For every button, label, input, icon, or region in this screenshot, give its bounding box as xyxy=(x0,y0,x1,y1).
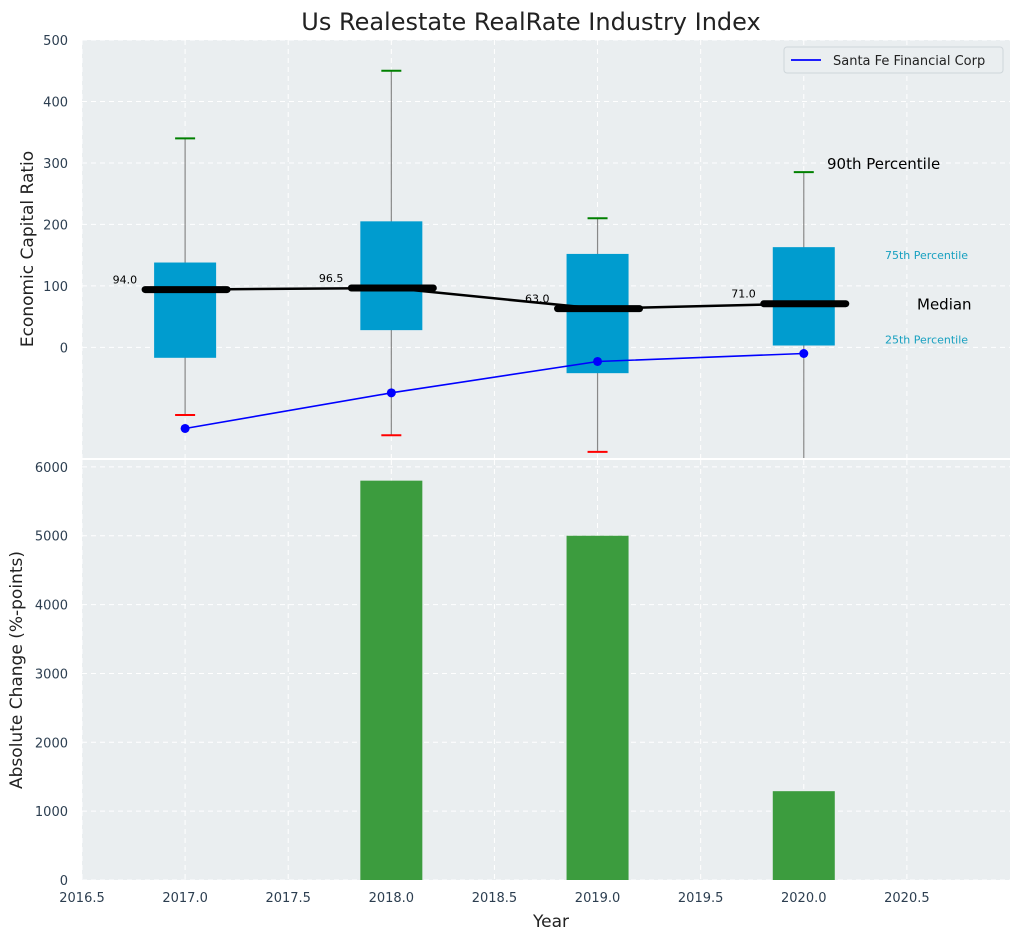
x-tick-label: 2019.5 xyxy=(678,891,724,906)
bottom-y-tick-label: 6000 xyxy=(35,461,68,476)
change-bar xyxy=(360,480,423,880)
series-point-santa-fe xyxy=(593,356,603,366)
chart-title: Us Realestate RealRate Industry Index xyxy=(301,8,760,36)
x-tick-label: 2018.5 xyxy=(472,891,518,906)
median-trend-line xyxy=(185,286,804,310)
series-line-santa-fe xyxy=(184,352,804,430)
top-y-tick-label: 0 xyxy=(60,341,68,356)
median-value-label: 71.0 xyxy=(731,288,756,301)
top-y-tick-label: 400 xyxy=(43,95,68,110)
top-y-tick-label: 100 xyxy=(43,280,68,295)
bottom-y-tick-label: 3000 xyxy=(35,667,68,682)
iqr-box xyxy=(566,253,629,374)
bottom-y-tick-label: 4000 xyxy=(35,599,68,614)
top-y-tick-label: 300 xyxy=(43,157,68,172)
top-y-tick-label: 200 xyxy=(43,218,68,233)
iqr-box xyxy=(772,247,835,346)
x-tick-label: 2017.0 xyxy=(162,891,208,906)
top-panel-background xyxy=(82,40,1010,458)
series-point-santa-fe xyxy=(799,349,809,358)
iqr-box xyxy=(360,221,423,331)
top-y-axis-title: Economic Capital Ratio xyxy=(18,151,38,347)
bottom-y-tick-label: 5000 xyxy=(35,530,68,545)
change-bar xyxy=(772,791,835,880)
x-tick-label: 2020.0 xyxy=(781,891,827,906)
median-value-label: 96.5 xyxy=(319,272,344,285)
bottom-y-tick-label: 2000 xyxy=(35,736,68,751)
x-axis-title: Year xyxy=(532,912,569,932)
bottom-y-axis-title: Absolute Change (%-points) xyxy=(7,551,27,789)
series-point-santa-fe xyxy=(180,423,190,433)
iqr-box xyxy=(154,262,217,358)
x-tick-label: 2020.5 xyxy=(884,891,930,906)
legend-label-santa-fe: Santa Fe Financial Corp xyxy=(833,54,985,69)
top-y-tick-label: 500 xyxy=(43,34,68,49)
annotation-median: Median xyxy=(917,295,972,313)
annotation-75th-percentile: 75th Percentile xyxy=(885,249,968,262)
series-point-santa-fe xyxy=(386,388,396,398)
change-bar xyxy=(566,535,629,880)
x-tick-label: 2017.5 xyxy=(265,891,311,906)
median-value-label: 94.0 xyxy=(113,274,138,287)
x-tick-label: 2018.0 xyxy=(369,891,415,906)
bottom-panel-background xyxy=(82,460,1010,880)
annotation-90th-percentile: 90th Percentile xyxy=(827,155,940,173)
x-tick-label: 2016.5 xyxy=(59,891,105,906)
bottom-y-tick-label: 1000 xyxy=(35,805,68,820)
x-tick-label: 2019.0 xyxy=(575,891,621,906)
annotation-25th-percentile: 25th Percentile xyxy=(885,333,968,346)
legend-box xyxy=(783,46,1004,74)
bottom-y-tick-label: 0 xyxy=(60,874,68,889)
